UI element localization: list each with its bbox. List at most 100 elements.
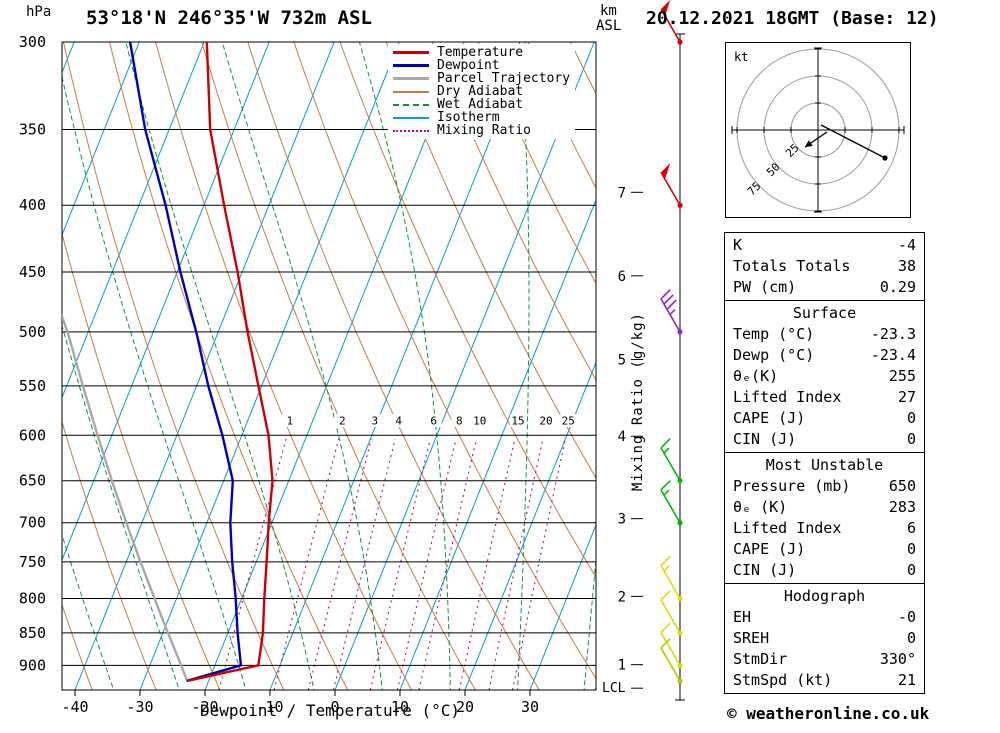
table-row: StmSpd (kt) 21 (725, 670, 924, 691)
svg-text:0: 0 (330, 698, 339, 716)
dewpoint-line-sample (393, 64, 429, 67)
table-row: Lifted Index 27 (725, 387, 924, 408)
legend-label: Isotherm (437, 110, 500, 125)
svg-text:5: 5 (618, 353, 626, 369)
stat-label: Dewp (°C) (733, 346, 815, 364)
stat-label: StmSpd (kt) (733, 671, 833, 689)
table-row: Totals Totals 38 (725, 256, 924, 277)
svg-text:6: 6 (618, 269, 626, 285)
table-row: K -4 (725, 235, 924, 256)
svg-text:500: 500 (19, 323, 46, 341)
stat-label: CIN (J) (733, 430, 797, 448)
table-row: PW (cm) 0.29 (725, 277, 924, 298)
stat-value: 0 (906, 561, 916, 579)
svg-text:20: 20 (539, 415, 552, 428)
table-row: Dewp (°C) -23.4 (725, 345, 924, 366)
table-title: Hodograph (783, 587, 866, 605)
table-title: Most Unstable (765, 456, 884, 474)
svg-text:kt: kt (734, 50, 748, 64)
stat-value: 38 (897, 257, 916, 275)
stat-label: CIN (J) (733, 561, 797, 579)
legend-label: Mixing Ratio (437, 123, 531, 138)
stat-value: -23.4 (870, 346, 916, 364)
svg-text:650: 650 (19, 472, 46, 490)
svg-text:2: 2 (339, 415, 346, 428)
legend-label: Temperature (437, 45, 524, 60)
svg-text:30: 30 (521, 698, 539, 716)
most-unstable-table: Most Unstable Pressure (mb) 650 θₑ (K) 283… (724, 452, 925, 584)
table-row: StmDir 330° (725, 649, 924, 670)
svg-text:75: 75 (745, 180, 764, 199)
stat-label: Pressure (mb) (733, 477, 851, 495)
temperature-line-sample (393, 51, 429, 54)
stat-label: StmDir (733, 650, 788, 668)
stat-label: CAPE (J) (733, 540, 806, 558)
table-row: θₑ (K) 283 (725, 497, 924, 518)
table-row: Temp (°C) -23.3 (725, 324, 924, 345)
svg-text:850: 850 (19, 624, 46, 642)
svg-text:-40: -40 (61, 698, 88, 716)
stat-value: 283 (888, 498, 916, 516)
table-row: CAPE (J) 0 (725, 408, 924, 429)
svg-text:350: 350 (19, 120, 46, 138)
legend-item: Mixing Ratio (393, 124, 570, 137)
lcl-label: LCL (602, 681, 626, 696)
stat-value: 0 (906, 629, 916, 647)
table-row: CAPE (J) 0 (725, 539, 924, 560)
stat-label: CAPE (J) (733, 409, 806, 427)
isotherm-line-sample (393, 116, 429, 119)
stat-value: -23.3 (870, 325, 916, 343)
stat-label: θₑ (K) (733, 498, 788, 516)
altitude-axis-unit-asl: ASL (596, 18, 622, 34)
stat-label: Totals Totals (733, 257, 851, 275)
stat-label: Lifted Index (733, 388, 842, 406)
svg-text:800: 800 (19, 590, 46, 608)
stat-value: -0 (897, 608, 916, 626)
stat-value: 0 (906, 540, 916, 558)
table-row: EH -0 (725, 607, 924, 628)
svg-text:25: 25 (783, 141, 802, 160)
pressure-axis-unit: hPa (26, 4, 52, 20)
stat-value: 6 (906, 519, 916, 537)
surface-table: Surface Temp (°C) -23.3 Dewp (°C) -23.4 θₑ… (724, 300, 925, 453)
stat-value: 27 (897, 388, 916, 406)
stat-value: 21 (897, 671, 916, 689)
stat-label: Lifted Index (733, 519, 842, 537)
legend-item: Parcel Trajectory (393, 72, 570, 85)
svg-text:6: 6 (430, 415, 437, 428)
stat-label: SREH (733, 629, 770, 647)
table-row: θₑ(K) 255 (725, 366, 924, 387)
svg-text:-10: -10 (256, 698, 283, 716)
parcel-line-sample (393, 77, 429, 80)
legend-label: Parcel Trajectory (437, 71, 571, 86)
x-axis-label: Dewpoint / Temperature (°C) (199, 701, 461, 720)
svg-text:-30: -30 (126, 698, 153, 716)
svg-text:4: 4 (618, 429, 626, 445)
legend-label: Wet Adiabat (437, 97, 524, 112)
svg-text:600: 600 (19, 426, 46, 444)
svg-text:2: 2 (618, 589, 626, 605)
legend-item: Dewpoint (393, 59, 570, 72)
indices-table: K -4 Totals Totals 38 PW (cm) 0.29 (724, 232, 925, 301)
stat-value: 255 (888, 367, 916, 385)
svg-text:750: 750 (19, 553, 46, 571)
mixing-ratio-axis-label: Mixing Ratio (g/kg) (630, 312, 646, 492)
stat-label: PW (cm) (733, 278, 797, 296)
svg-text:1: 1 (286, 415, 293, 428)
copyright-link[interactable]: © weatheronline.co.uk (727, 704, 930, 723)
stat-value: 0 (906, 430, 916, 448)
legend-item: Wet Adiabat (393, 98, 570, 111)
table-row: Lifted Index 6 (725, 518, 924, 539)
table-row: CIN (J) 0 (725, 560, 924, 581)
svg-text:-20: -20 (191, 698, 218, 716)
svg-text:300: 300 (19, 33, 46, 51)
altitude-axis-unit-km: km (600, 3, 617, 19)
svg-text:1: 1 (618, 658, 626, 674)
svg-text:50: 50 (764, 160, 783, 179)
svg-text:15: 15 (511, 415, 524, 428)
svg-text:8: 8 (456, 415, 463, 428)
legend-item: Temperature (393, 46, 570, 59)
